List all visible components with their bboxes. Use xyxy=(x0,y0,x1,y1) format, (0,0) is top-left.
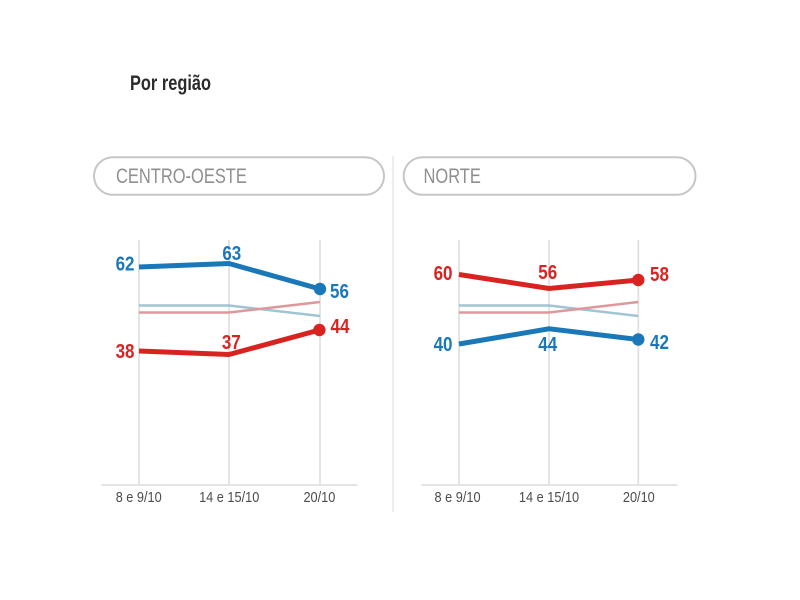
svg-text:14 e 15/10: 14 e 15/10 xyxy=(199,488,259,505)
svg-text:Por região: Por região xyxy=(130,71,211,94)
svg-text:8 e 9/10: 8 e 9/10 xyxy=(116,488,162,505)
svg-text:8 e 9/10: 8 e 9/10 xyxy=(434,488,480,505)
svg-text:56: 56 xyxy=(538,261,557,284)
svg-text:38: 38 xyxy=(116,340,135,363)
svg-text:62: 62 xyxy=(116,252,135,275)
svg-text:56: 56 xyxy=(330,280,349,303)
svg-text:14 e 15/10: 14 e 15/10 xyxy=(519,488,579,505)
svg-text:60: 60 xyxy=(434,261,453,284)
svg-text:20/10: 20/10 xyxy=(303,488,335,505)
svg-text:40: 40 xyxy=(434,333,453,356)
svg-text:44: 44 xyxy=(538,333,558,356)
svg-text:20/10: 20/10 xyxy=(623,488,655,505)
svg-text:42: 42 xyxy=(650,330,669,353)
svg-text:58: 58 xyxy=(650,263,669,286)
svg-text:63: 63 xyxy=(222,241,241,264)
svg-text:NORTE: NORTE xyxy=(424,164,481,187)
svg-text:44: 44 xyxy=(331,315,351,338)
svg-text:CENTRO-OESTE: CENTRO-OESTE xyxy=(116,164,247,187)
svg-text:37: 37 xyxy=(222,331,241,354)
